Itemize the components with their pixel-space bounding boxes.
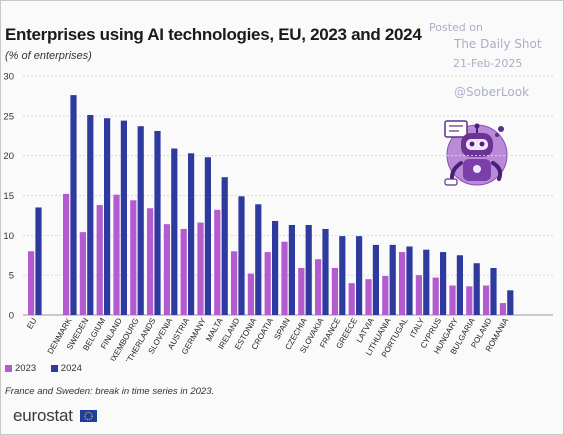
bar-2024-denmark [70,95,77,316]
bar-2023-belgium [96,205,103,315]
y-tick-label: 5 [9,271,14,282]
x-axis-labels: EU DENMARKSWEDENBELGIUMFINLANDLUXEMBOURGN… [25,316,510,361]
bar-2023-cyprus [432,277,439,315]
bar-2023-france [331,267,338,315]
bar-2023-latvia [365,279,372,315]
bar-2024-slovakia [322,228,329,315]
bar-2024-malta [221,177,228,315]
bar-2024-belgium [104,118,111,316]
watermark-posted: Posted on [429,21,483,34]
bar-2023-denmark [63,193,70,315]
legend-item-2024: 2024 [50,363,82,374]
bar-2024-cyprus [440,252,447,315]
bar-2023-croatia [264,252,271,315]
robot-illustration-icon [444,120,508,186]
bar-2023-netherlands [147,208,154,315]
y-tick-label: 0 [9,311,14,322]
chart-title: Enterprises using AI technologies, EU, 2… [5,25,422,44]
bar-2024-lithuania [389,244,396,315]
chart-subtitle: (% of enterprises) [5,50,92,62]
y-tick-label: 20 [3,151,14,162]
bar-2023-czechia [298,267,305,315]
eu-flag-icon [80,410,98,422]
bar-2024-poland [490,267,497,315]
y-axis-ticks: 0 5 10 15 20 25 30 [3,72,14,322]
bar-2024-slovenia [171,148,178,315]
bar-2024-greece [356,236,363,315]
legend: 2023 2024 [5,363,94,374]
bar-2024-ireland [238,196,245,315]
bar-2024-luxembourg [137,126,144,315]
bar-chart: 0 5 10 15 20 25 30 EU DENMARKSWEDENBELGIUMFINLA… [3,72,553,361]
bar-2023-eu [28,251,35,315]
bar-2024-spain [288,224,295,315]
bar-2023-austria [180,228,187,315]
gridlines [23,75,553,316]
bar-2023-slovenia [163,224,170,315]
bar-2024-hungary [456,255,463,315]
bar-2024-czechia [305,224,312,315]
watermark-date: 21-Feb-2025 [453,57,523,70]
x-tick-label: EU [25,316,38,330]
footnote: France and Sweden: break in time series … [5,386,215,397]
logo-text: eurostat [13,406,73,425]
bar-2024-austria [188,153,195,315]
watermark-source: The Daily Shot [454,37,542,51]
bar-2023-estonia [247,273,254,315]
bar-2023-italy [415,275,422,315]
bar-2024-latvia [372,244,379,315]
bar-2023-lithuania [382,275,389,315]
bars [28,95,514,316]
bar-2024-bulgaria [473,263,480,315]
bar-2024-eu [35,207,42,315]
y-tick-label: 15 [3,191,14,202]
bar-2023-romania [499,303,506,315]
legend-swatch-2024 [50,365,58,372]
bar-2023-finland [113,194,120,315]
bar-2023-hungary [449,285,456,315]
legend-label-2023: 2023 [15,363,37,374]
bar-2024-france [339,236,346,315]
bar-2023-greece [348,283,355,315]
bar-2024-croatia [272,220,279,315]
y-tick-label: 25 [3,111,14,122]
bar-2023-bulgaria [466,286,473,315]
bar-2023-ireland [231,251,238,315]
bar-2024-netherlands [154,130,161,315]
legend-item-2023: 2023 [5,363,36,374]
eurostat-logo: eurostat [13,406,98,426]
bar-2023-luxembourg [130,200,137,315]
bar-2023-germany [197,222,204,315]
bar-2024-sweden [87,115,94,315]
y-tick-label: 10 [3,231,14,242]
legend-label-2024: 2024 [60,363,82,374]
watermark-handle: @SoberLook [454,85,529,99]
bar-2024-finland [120,120,127,315]
bar-2024-romania [507,290,514,315]
bar-2024-germany [204,157,211,315]
y-tick-label: 30 [3,72,14,83]
bar-2023-poland [483,285,490,315]
legend-swatch-2023 [5,365,12,372]
bar-2023-sweden [79,232,86,315]
bar-2024-estonia [255,204,262,315]
bar-2023-malta [214,209,221,315]
bar-2023-slovakia [315,259,322,315]
bar-2023-portugal [399,252,406,315]
bar-2024-portugal [406,246,413,315]
bar-2023-spain [281,241,288,315]
bar-2024-italy [423,249,430,315]
